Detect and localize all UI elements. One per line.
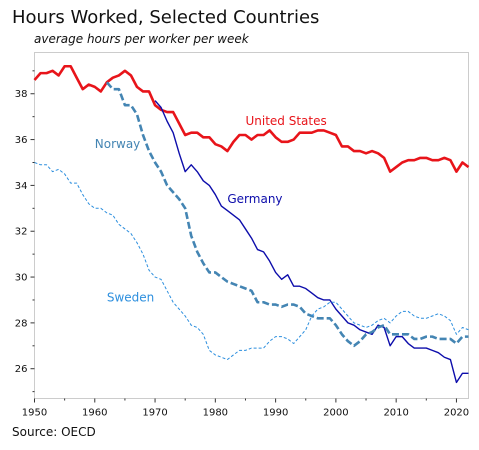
y-tick-label: 32 — [15, 227, 28, 238]
x-tick-label: 1950 — [22, 408, 47, 419]
series-line-germany — [154, 100, 469, 384]
y-tick-label: 30 — [15, 273, 28, 284]
y-tick-label: 38 — [15, 89, 28, 100]
y-tick-label: 34 — [15, 181, 28, 192]
series-lines — [33, 64, 470, 384]
source-note: Source: OECD — [12, 425, 96, 439]
x-tick-label: 1980 — [203, 408, 228, 419]
y-tick-label: 26 — [15, 364, 28, 375]
x-tick-label: 1970 — [142, 408, 167, 419]
x-axis: 1950 1960 1970 1980 1990 2000 2010 2020 — [22, 398, 469, 419]
x-tick-label: 2000 — [323, 408, 348, 419]
x-tick-label: 1960 — [82, 408, 107, 419]
series-label-germany: Germany — [227, 192, 282, 206]
series-labels: United States Germany Norway Sweden — [95, 114, 327, 304]
y-tick-label: 36 — [15, 135, 28, 146]
series-line-norway — [105, 81, 469, 348]
series-label-sweden: Sweden — [107, 291, 154, 305]
chart-title: Hours Worked, Selected Countries — [12, 7, 320, 28]
y-tick-label: 28 — [15, 318, 28, 329]
x-tick-label: 2020 — [444, 408, 469, 419]
y-axis: 26 28 30 32 34 36 38 — [15, 70, 35, 393]
series-label-united-states: United States — [245, 114, 326, 128]
series-line-sweden — [34, 162, 469, 361]
plot-area-frame — [34, 52, 469, 399]
series-label-norway: Norway — [95, 137, 141, 151]
x-tick-label: 2010 — [383, 408, 408, 419]
x-tick-label: 1990 — [263, 408, 288, 419]
chart-subtitle: average hours per worker per week — [34, 32, 249, 46]
